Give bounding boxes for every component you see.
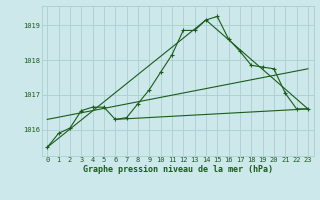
X-axis label: Graphe pression niveau de la mer (hPa): Graphe pression niveau de la mer (hPa)	[83, 165, 273, 174]
